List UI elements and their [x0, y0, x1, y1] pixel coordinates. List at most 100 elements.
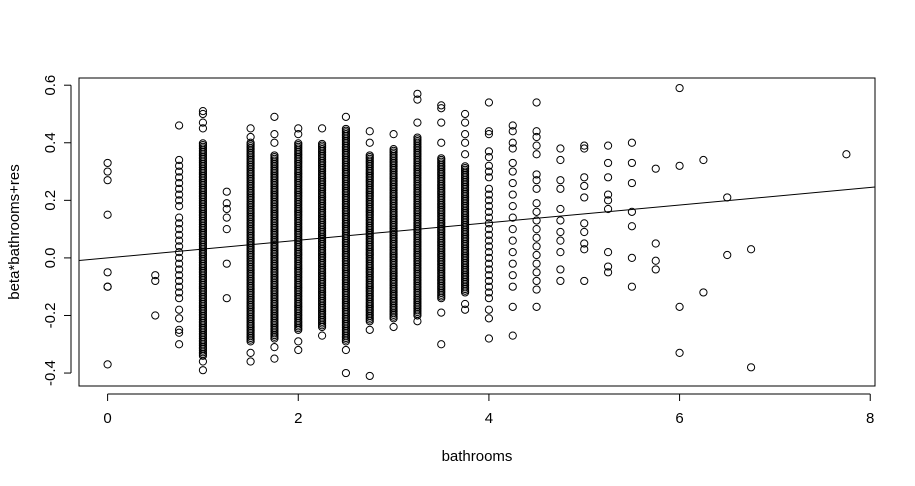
y-tick-label: 0.4 [42, 132, 59, 153]
data-point [222, 259, 231, 268]
data-point [222, 199, 231, 208]
data-point [484, 173, 494, 182]
data-point [484, 213, 494, 222]
data-point [651, 256, 660, 265]
data-point [294, 139, 303, 148]
data-point [508, 121, 517, 130]
y-axis: -0.4 -0.2 0.0 0.2 0.4 0.6 [42, 75, 72, 386]
x-tick-label: 2 [294, 410, 302, 427]
data-point [270, 354, 279, 363]
x-tick-label: 4 [485, 410, 493, 427]
data-point [174, 196, 184, 205]
data-point [103, 158, 112, 168]
data-point [556, 144, 565, 153]
data-point [460, 299, 470, 309]
data-point [508, 236, 517, 245]
data-point [437, 101, 446, 110]
data-point [222, 187, 231, 196]
data-point [174, 314, 184, 323]
data-point [484, 201, 494, 211]
data-point [532, 207, 541, 216]
data-point [603, 262, 613, 271]
data-point [508, 259, 517, 268]
data-point [174, 161, 184, 170]
data-point [580, 193, 589, 202]
data-point [174, 328, 184, 337]
data-point [603, 268, 613, 277]
data-point [198, 124, 208, 133]
y-tick-label: -0.2 [42, 303, 59, 329]
data-point [174, 201, 184, 211]
data-point [389, 322, 398, 332]
data-point [556, 216, 565, 225]
data-point [151, 276, 160, 286]
data-point [246, 138, 255, 147]
data-point [580, 173, 589, 182]
data-point [603, 173, 613, 182]
data-point [174, 190, 184, 199]
data-point [270, 151, 279, 160]
data-point [508, 213, 517, 222]
data-point [842, 150, 851, 159]
data-point [389, 130, 398, 139]
data-point [174, 230, 184, 239]
data-point [484, 184, 494, 193]
data-point [603, 204, 613, 214]
data-point [532, 170, 541, 179]
data-point [103, 360, 112, 369]
data-point [532, 141, 541, 150]
data-point [484, 248, 494, 257]
data-point [603, 248, 613, 257]
data-point [484, 230, 494, 239]
data-point [294, 345, 303, 355]
data-point [174, 213, 184, 222]
data-point [532, 259, 541, 268]
data-point [484, 305, 494, 314]
data-point [484, 265, 494, 274]
data-point [532, 250, 541, 260]
data-point [556, 155, 565, 165]
data-point [556, 204, 565, 214]
data-points [103, 83, 851, 381]
data-point [341, 368, 351, 378]
data-point [484, 288, 494, 297]
data-point [484, 98, 494, 107]
data-point [484, 242, 494, 251]
data-point [532, 199, 541, 208]
data-point [508, 225, 517, 234]
data-point [103, 268, 112, 277]
data-point [556, 236, 565, 245]
data-point [603, 158, 613, 168]
data-point [365, 151, 374, 160]
data-point [341, 124, 351, 134]
data-point [437, 104, 446, 113]
data-point [556, 176, 565, 185]
plot-frame [78, 77, 876, 387]
data-point [174, 242, 184, 251]
data-point [746, 245, 756, 254]
data-point [484, 167, 494, 176]
data-point [174, 173, 184, 182]
data-point [508, 167, 517, 176]
data-point [532, 127, 541, 136]
data-point [174, 294, 184, 303]
data-point [484, 127, 494, 136]
data-point [580, 144, 589, 153]
data-point [437, 340, 446, 349]
data-point [365, 138, 374, 147]
data-point [603, 190, 613, 199]
data-point [484, 334, 494, 343]
data-point [317, 331, 327, 340]
data-point [174, 155, 184, 165]
data-point [294, 130, 303, 139]
data-point [174, 340, 184, 349]
data-point [484, 207, 494, 216]
data-point [627, 222, 637, 231]
data-point [484, 190, 494, 199]
x-axis-title: bathrooms [442, 448, 513, 465]
data-point [437, 138, 446, 147]
data-point [556, 227, 565, 237]
data-point [699, 155, 708, 165]
y-axis-title: beta*bathrooms+res [6, 164, 23, 300]
data-point [460, 109, 470, 119]
